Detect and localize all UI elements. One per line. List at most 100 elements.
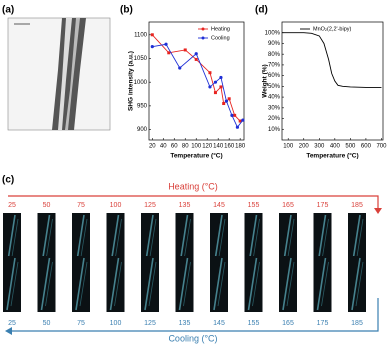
x-tick-label: 300 — [314, 144, 325, 150]
arrow-head — [5, 327, 12, 335]
cooling-temp: 100 — [110, 320, 122, 327]
cooling-temp: 145 — [213, 320, 225, 327]
marker — [208, 71, 212, 75]
y-tick-label: 80% — [268, 52, 281, 58]
image-tile — [244, 256, 263, 312]
legend-marker — [201, 27, 205, 31]
image-tile — [3, 256, 21, 312]
panel-label: (a) — [2, 5, 14, 16]
image-streak — [217, 261, 226, 307]
image-streak — [79, 261, 88, 307]
image-tile — [279, 256, 297, 312]
image-streak — [109, 257, 120, 311]
cooling-temp: 50 — [43, 320, 51, 327]
heating-temp: 135 — [179, 202, 191, 209]
x-tick-label: 100 — [283, 144, 294, 150]
image-streak — [355, 261, 364, 307]
marker — [224, 99, 229, 103]
heating-temp: 100 — [110, 202, 122, 209]
legend-marker — [201, 36, 205, 40]
x-tick-label: 700 — [376, 144, 387, 150]
legend-label: Cooling — [211, 35, 230, 41]
image-streak — [247, 257, 258, 311]
x-axis-title: Temperature (°C) — [306, 152, 358, 160]
heating-temp: 175 — [317, 202, 329, 209]
image-streak — [252, 218, 260, 264]
x-tick-label: 60 — [171, 144, 178, 150]
y-tick-label: 70% — [268, 62, 281, 68]
image-tile — [175, 256, 194, 312]
marker — [241, 118, 245, 122]
cooling-temp: 135 — [179, 320, 191, 327]
image-streak — [148, 261, 157, 307]
cooling-temp: 25 — [8, 320, 16, 327]
x-tick-label: 160 — [224, 144, 235, 150]
x-tick-label: 400 — [330, 144, 341, 150]
marker — [238, 119, 242, 123]
plot-frame — [281, 21, 384, 141]
heating-temp: 25 — [8, 202, 16, 209]
image-streak — [316, 257, 327, 311]
marker — [222, 102, 226, 106]
heating-temp: 50 — [43, 202, 51, 209]
cooling-title: Cooling (°C) — [168, 333, 217, 343]
y-tick-label: 40% — [268, 95, 281, 101]
x-tick-label: 500 — [345, 144, 356, 150]
image-streak — [351, 257, 361, 311]
y-tick-label: 60% — [268, 73, 281, 79]
image-streak — [217, 218, 226, 264]
legend-label: MnO₂(2,2'-bipy) — [313, 26, 352, 32]
cooling-temp: 185 — [351, 320, 363, 327]
image-streak — [114, 218, 122, 264]
image-tile — [141, 256, 159, 312]
marker — [233, 113, 237, 117]
series-line — [152, 43, 244, 129]
y-axis-title: SHG intensity (a.u.) — [128, 51, 135, 111]
marker — [219, 85, 223, 89]
image-tile — [313, 256, 332, 312]
y-axis-title: Weight (%) — [262, 64, 269, 97]
image-streak — [148, 218, 157, 264]
cooling-temp: 175 — [317, 320, 329, 327]
marker — [194, 57, 198, 61]
x-tick-label: 40 — [160, 144, 167, 150]
x-tick-label: 100 — [191, 144, 202, 150]
marker — [178, 66, 182, 70]
image-streak — [183, 261, 191, 307]
marker — [194, 52, 198, 56]
y-tick-label: 30% — [268, 105, 281, 111]
heating-temp: 75 — [77, 202, 85, 209]
image-streak — [321, 218, 329, 264]
image-streak — [10, 261, 19, 307]
x-tick-label: 80 — [182, 144, 189, 150]
series-line — [282, 32, 382, 88]
marker — [150, 33, 154, 37]
marker — [208, 85, 212, 89]
image-streak — [10, 218, 19, 264]
arrow-head — [374, 208, 382, 214]
x-axis-title: Temperature (°C) — [170, 152, 222, 160]
image-streak — [183, 218, 191, 264]
image-streak — [355, 218, 364, 264]
image-streak — [286, 261, 295, 307]
marker — [183, 48, 187, 52]
panel-label: (b) — [120, 5, 133, 16]
x-tick-label: 20 — [149, 144, 156, 150]
y-tick-label: 1100 — [134, 32, 148, 38]
y-tick-label: 1050 — [134, 56, 148, 62]
image-tile — [348, 256, 366, 312]
marker — [213, 80, 218, 84]
image-streak — [75, 257, 85, 311]
image-streak — [282, 257, 292, 311]
panel-label: (c) — [2, 175, 14, 186]
plot-frame — [148, 21, 245, 141]
marker — [219, 75, 223, 80]
panel-label: (d) — [255, 5, 268, 16]
cooling-temp: 125 — [144, 320, 156, 327]
y-tick-label: 10% — [268, 127, 281, 133]
heating-title: Heating (°C) — [168, 181, 218, 191]
cooling-temp: 155 — [248, 320, 260, 327]
marker — [150, 45, 154, 49]
heating-temp: 185 — [351, 202, 363, 209]
